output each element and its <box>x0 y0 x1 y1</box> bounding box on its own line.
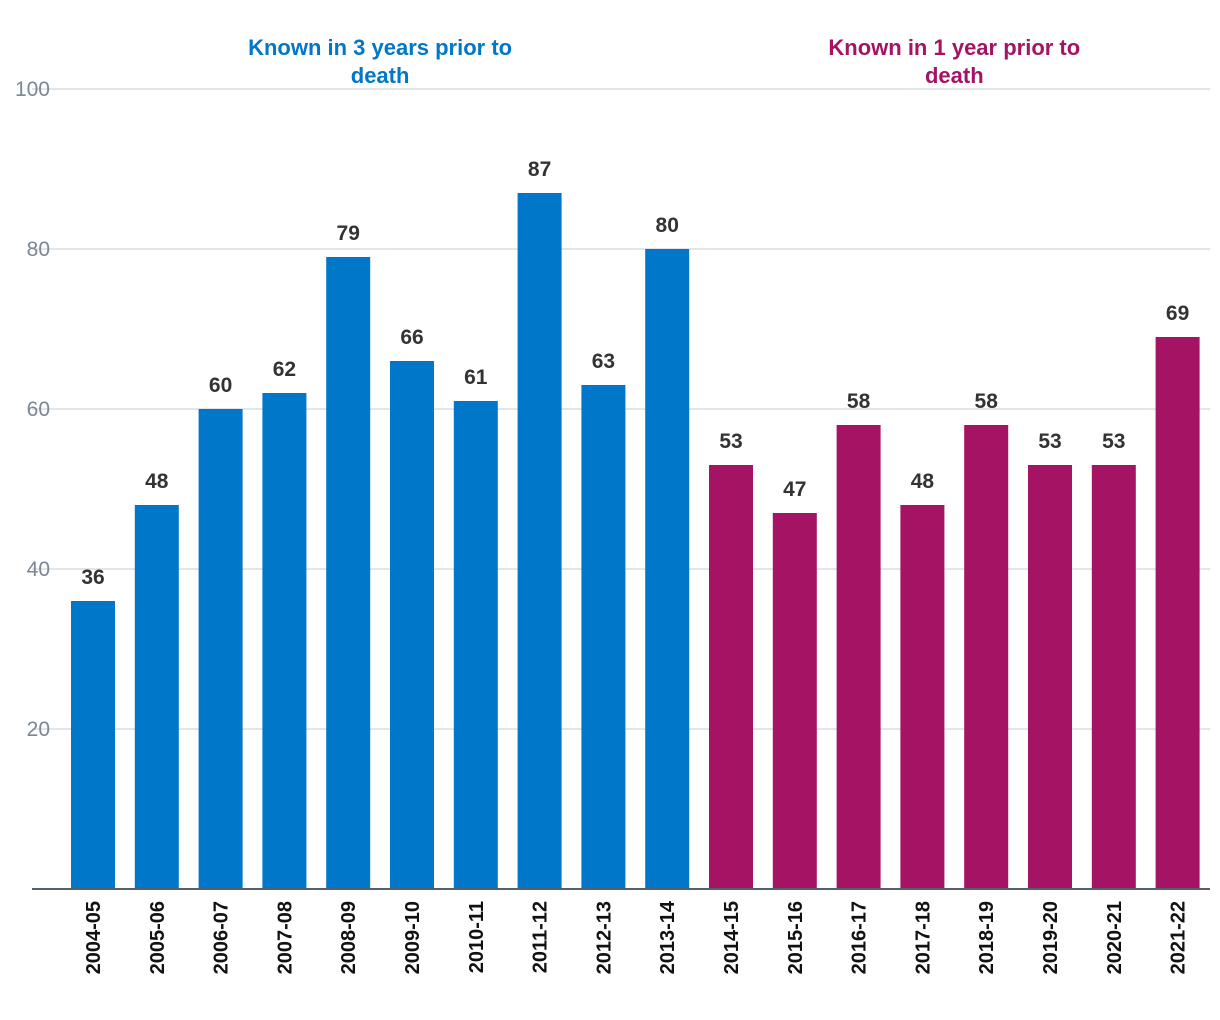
data-label-2012-13: 63 <box>592 350 615 373</box>
bars <box>71 193 1200 889</box>
data-label-2019-20: 53 <box>1038 430 1061 453</box>
x-tick-label: 2007-08 <box>274 901 296 974</box>
x-tick-label: 2005-06 <box>147 901 169 974</box>
bar-2006-07 <box>198 409 243 889</box>
annotation-line: Known in 3 years prior to <box>248 35 512 60</box>
annotation-line: death <box>925 63 984 88</box>
x-tick-label: 2021-22 <box>1168 901 1190 974</box>
series-annotation: Known in 1 year prior to death <box>828 35 1080 88</box>
data-label-2008-09: 79 <box>337 222 360 245</box>
x-tick-label: 2004-05 <box>83 901 105 974</box>
x-tick-label: 2015-16 <box>785 901 807 974</box>
x-tick-label: 2019-20 <box>1040 901 1062 974</box>
data-label-2011-12: 87 <box>528 158 551 181</box>
bar-2017-18 <box>900 505 945 889</box>
bar-2008-09 <box>326 257 371 889</box>
x-axis-ticks: 2004-05 2005-06 2006-07 2007-08 2008-09 2009-… <box>83 900 1190 974</box>
bar-2004-05 <box>71 601 115 889</box>
y-tick-label: 60 <box>27 398 50 421</box>
data-label-2018-19: 58 <box>975 390 999 413</box>
bar-2007-08 <box>262 393 307 889</box>
data-label-2004-05: 36 <box>81 566 104 589</box>
x-tick-label: 2017-18 <box>912 901 934 974</box>
data-label-2014-15: 53 <box>719 430 742 453</box>
data-label-2015-16: 47 <box>783 478 806 501</box>
x-tick-label: 2012-13 <box>593 901 615 974</box>
data-label-2013-14: 80 <box>656 214 679 237</box>
bar-2014-15 <box>709 465 753 889</box>
bar-2018-19 <box>964 425 1009 889</box>
x-tick-label: 2013-14 <box>657 900 679 974</box>
data-label-2016-17: 58 <box>847 390 871 413</box>
x-tick-label: 2010-11 <box>466 901 488 973</box>
bar-2012-13 <box>581 385 626 889</box>
data-label-2021-22: 69 <box>1166 302 1189 325</box>
x-tick-label: 2008-09 <box>338 901 360 974</box>
data-label-2007-08: 62 <box>273 358 296 381</box>
bar-2011-12 <box>517 193 562 889</box>
bar-2016-17 <box>836 425 881 889</box>
data-label-2005-06: 48 <box>145 470 169 493</box>
x-tick-label: 2011-12 <box>530 901 552 973</box>
bar-2019-20 <box>1028 465 1072 889</box>
data-label-2009-10: 66 <box>400 326 423 349</box>
bar-2020-21 <box>1091 465 1136 889</box>
y-axis-ticks: 20 40 60 80 100 <box>15 78 50 741</box>
x-tick-label: 2014-15 <box>721 901 743 974</box>
y-tick-label: 20 <box>27 718 50 741</box>
data-labels: 36 48 60 62 79 66 61 87 63 80 53 47 58 48 58 53 53 69 <box>81 158 1189 589</box>
y-tick-label: 100 <box>15 78 50 101</box>
data-label-2017-18: 48 <box>911 470 935 493</box>
x-tick-label: 2020-21 <box>1104 901 1126 974</box>
x-tick-label: 2016-17 <box>849 901 871 974</box>
bar-2009-10 <box>390 361 434 889</box>
data-label-2006-07: 60 <box>209 374 232 397</box>
bar-2013-14 <box>645 249 690 889</box>
x-tick-label: 2009-10 <box>402 901 424 974</box>
y-tick-label: 80 <box>27 238 50 261</box>
data-label-2010-11: 61 <box>464 366 488 389</box>
bar-2015-16 <box>772 513 817 889</box>
series-annotation: Known in 3 years prior to death <box>248 35 512 88</box>
bar-2021-22 <box>1155 337 1200 889</box>
bar-2005-06 <box>134 505 179 889</box>
y-tick-label: 40 <box>27 558 50 581</box>
data-label-2020-21: 53 <box>1102 430 1125 453</box>
annotation-line: death <box>351 63 410 88</box>
bar-2010-11 <box>453 401 498 889</box>
x-tick-label: 2018-19 <box>976 901 998 974</box>
annotation-line: Known in 1 year prior to <box>828 35 1080 60</box>
x-tick-label: 2006-07 <box>211 901 233 974</box>
